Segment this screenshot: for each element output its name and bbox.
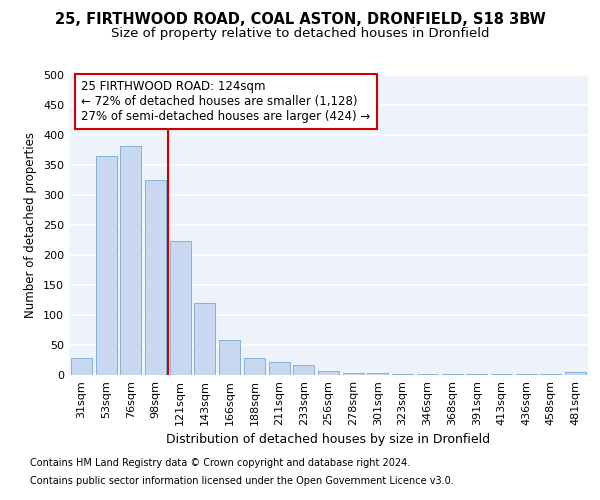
Bar [367, 373, 388, 375]
Y-axis label: Number of detached properties: Number of detached properties [25, 132, 37, 318]
Bar [466, 374, 487, 375]
Bar [293, 366, 314, 375]
Bar [565, 372, 586, 375]
Bar [244, 358, 265, 375]
X-axis label: Distribution of detached houses by size in Dronfield: Distribution of detached houses by size … [166, 434, 491, 446]
Text: Contains public sector information licensed under the Open Government Licence v3: Contains public sector information licen… [30, 476, 454, 486]
Bar [392, 374, 413, 375]
Bar [145, 180, 166, 375]
Bar [194, 303, 215, 375]
Bar [491, 374, 512, 375]
Bar [417, 374, 438, 375]
Bar [95, 156, 116, 375]
Bar [541, 374, 562, 375]
Bar [120, 146, 141, 375]
Bar [442, 374, 463, 375]
Bar [219, 340, 240, 375]
Text: Contains HM Land Registry data © Crown copyright and database right 2024.: Contains HM Land Registry data © Crown c… [30, 458, 410, 468]
Bar [318, 372, 339, 375]
Bar [343, 372, 364, 375]
Text: 25, FIRTHWOOD ROAD, COAL ASTON, DRONFIELD, S18 3BW: 25, FIRTHWOOD ROAD, COAL ASTON, DRONFIEL… [55, 12, 545, 28]
Bar [516, 374, 537, 375]
Bar [269, 362, 290, 375]
Bar [170, 240, 191, 375]
Text: 25 FIRTHWOOD ROAD: 124sqm
← 72% of detached houses are smaller (1,128)
27% of se: 25 FIRTHWOOD ROAD: 124sqm ← 72% of detac… [82, 80, 371, 123]
Text: Size of property relative to detached houses in Dronfield: Size of property relative to detached ho… [111, 28, 489, 40]
Bar [71, 358, 92, 375]
